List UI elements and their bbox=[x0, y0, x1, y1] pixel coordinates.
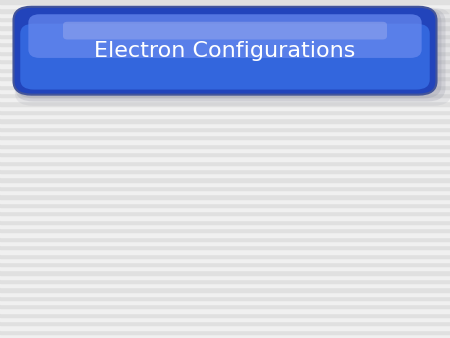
Bar bbox=[0, 194, 450, 199]
FancyBboxPatch shape bbox=[20, 24, 430, 90]
Bar bbox=[0, 13, 450, 17]
Bar bbox=[0, 321, 450, 325]
Bar bbox=[0, 84, 450, 89]
Bar bbox=[0, 237, 450, 241]
Bar bbox=[0, 34, 450, 38]
Bar bbox=[0, 101, 450, 105]
Bar bbox=[0, 76, 450, 80]
Bar bbox=[0, 211, 450, 216]
Bar bbox=[0, 317, 450, 321]
Bar bbox=[0, 300, 450, 304]
Bar bbox=[0, 72, 450, 76]
Bar bbox=[0, 228, 450, 233]
Bar bbox=[0, 47, 450, 51]
Bar bbox=[0, 59, 450, 64]
Bar bbox=[0, 190, 450, 194]
Bar bbox=[0, 258, 450, 262]
Bar bbox=[0, 169, 450, 173]
Bar bbox=[0, 144, 450, 148]
Bar bbox=[0, 216, 450, 220]
Bar bbox=[0, 140, 450, 144]
Bar bbox=[0, 17, 450, 21]
Bar bbox=[0, 325, 450, 330]
Bar bbox=[0, 80, 450, 84]
Bar bbox=[0, 4, 450, 8]
Bar bbox=[0, 270, 450, 274]
Bar bbox=[0, 93, 450, 97]
Bar bbox=[0, 287, 450, 291]
Bar bbox=[0, 38, 450, 42]
Bar bbox=[0, 110, 450, 114]
Bar bbox=[0, 97, 450, 101]
Bar bbox=[0, 25, 450, 30]
Bar bbox=[0, 308, 450, 313]
Bar bbox=[0, 283, 450, 287]
Bar bbox=[0, 224, 450, 228]
Bar bbox=[0, 291, 450, 296]
Bar bbox=[0, 8, 450, 13]
Bar bbox=[0, 173, 450, 177]
Bar bbox=[0, 266, 450, 270]
Bar bbox=[0, 241, 450, 245]
FancyBboxPatch shape bbox=[16, 8, 441, 98]
Bar bbox=[0, 203, 450, 207]
Bar bbox=[0, 220, 450, 224]
Bar bbox=[0, 89, 450, 93]
Bar bbox=[0, 177, 450, 182]
Bar bbox=[0, 182, 450, 186]
FancyBboxPatch shape bbox=[15, 8, 446, 101]
Bar bbox=[0, 114, 450, 118]
Bar bbox=[0, 135, 450, 139]
Bar bbox=[0, 21, 450, 25]
Bar bbox=[0, 274, 450, 279]
FancyBboxPatch shape bbox=[15, 8, 450, 106]
Bar bbox=[0, 131, 450, 135]
Bar bbox=[0, 233, 450, 237]
Bar bbox=[0, 330, 450, 334]
Bar bbox=[0, 262, 450, 266]
Bar bbox=[0, 0, 450, 4]
Bar bbox=[0, 313, 450, 317]
Bar bbox=[0, 105, 450, 110]
Bar bbox=[0, 165, 450, 169]
FancyBboxPatch shape bbox=[14, 7, 436, 95]
Bar bbox=[0, 198, 450, 203]
Bar bbox=[0, 51, 450, 55]
Bar bbox=[0, 123, 450, 127]
Bar bbox=[0, 161, 450, 165]
Bar bbox=[0, 334, 450, 338]
Bar bbox=[0, 279, 450, 283]
Bar bbox=[0, 64, 450, 68]
Bar bbox=[0, 207, 450, 211]
Bar bbox=[0, 118, 450, 123]
Bar bbox=[0, 304, 450, 308]
Bar bbox=[0, 30, 450, 34]
Bar bbox=[0, 245, 450, 249]
Bar bbox=[0, 127, 450, 131]
Bar bbox=[0, 42, 450, 46]
Bar bbox=[0, 249, 450, 254]
FancyBboxPatch shape bbox=[63, 22, 387, 40]
Bar bbox=[0, 156, 450, 161]
Bar bbox=[0, 148, 450, 152]
Bar bbox=[0, 152, 450, 156]
Bar bbox=[0, 55, 450, 59]
FancyBboxPatch shape bbox=[28, 14, 422, 58]
Text: Electron Configurations: Electron Configurations bbox=[94, 41, 356, 61]
Bar bbox=[0, 186, 450, 190]
Bar bbox=[0, 68, 450, 72]
Bar bbox=[0, 254, 450, 258]
Bar bbox=[0, 296, 450, 300]
